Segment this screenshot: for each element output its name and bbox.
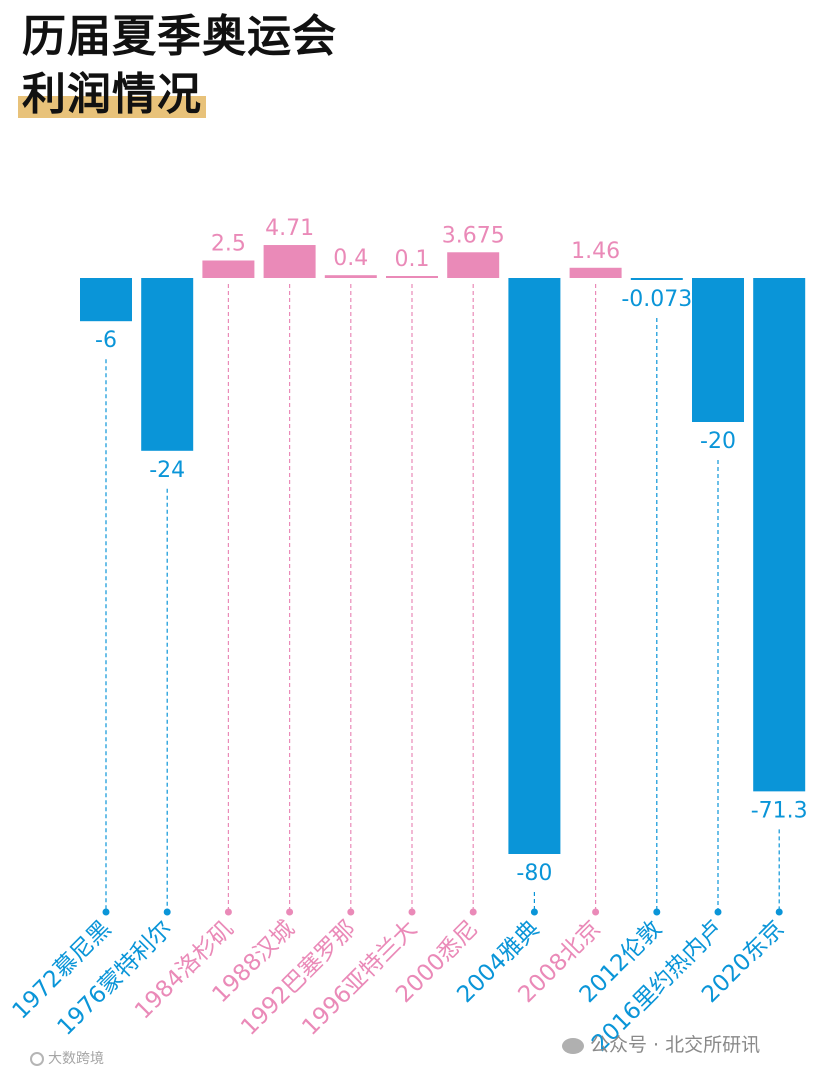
bar-2004雅典	[508, 278, 561, 854]
leader-dot	[163, 908, 171, 916]
value-label: -20	[700, 429, 736, 454]
value-label: 3.675	[442, 223, 505, 248]
leader-dot	[102, 908, 110, 916]
value-label: 0.4	[333, 246, 368, 271]
bar-2008北京	[569, 267, 622, 278]
bar-2000悉尼	[447, 252, 500, 278]
watermark-right-text: 公众号 · 北交所研讯	[590, 1034, 761, 1056]
watermark-left-text: 大数跨境	[48, 1051, 104, 1067]
leader-dot	[347, 908, 355, 916]
leader-dot	[530, 908, 538, 916]
value-label: 2.5	[211, 232, 246, 257]
value-label: -6	[95, 328, 117, 353]
bar-1984洛杉矶	[202, 260, 255, 278]
chart-title: 历届夏季奥运会 利润情况	[18, 8, 337, 124]
leader-dot	[775, 908, 783, 916]
bar-2016里约热内卢	[692, 278, 744, 422]
leader-dot	[714, 908, 722, 916]
leader-dot	[408, 908, 416, 916]
bar-2012伦敦	[630, 278, 683, 280]
value-label: -24	[149, 458, 185, 483]
bar-1972慕尼黑	[80, 278, 132, 322]
bar-2020东京	[753, 278, 806, 792]
title-line-1: 历届夏季奥运会	[22, 11, 337, 62]
bar-1976蒙特利尔	[141, 278, 194, 451]
value-label: -80	[516, 861, 552, 886]
value-label: 0.1	[395, 247, 430, 272]
bar-1988汉城	[263, 245, 316, 278]
watermark-brand: 大数跨境	[30, 1048, 104, 1068]
leader-dot	[224, 908, 232, 916]
leader-dot	[653, 908, 661, 916]
value-label: 1.46	[571, 239, 620, 264]
leader-dot	[469, 908, 477, 916]
leader-dot	[286, 908, 294, 916]
bar-1992巴塞罗那	[324, 275, 377, 278]
value-label: -71.3	[751, 798, 808, 823]
wechat-icon	[562, 1037, 584, 1054]
leader-dot	[592, 908, 600, 916]
value-label: 4.71	[265, 216, 314, 241]
value-label: -0.073	[621, 287, 692, 312]
watermark-wechat: 公众号 · 北交所研讯	[562, 1030, 760, 1057]
title-line-2: 利润情况	[18, 66, 206, 124]
brand-logo-icon	[30, 1052, 44, 1066]
bar-1996亚特兰大	[386, 276, 438, 278]
